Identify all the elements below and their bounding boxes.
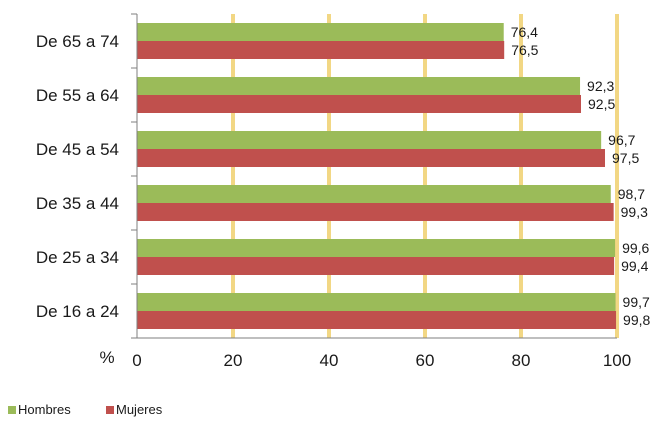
x-tick-label-100: 100 <box>603 351 631 370</box>
value-label-hombres-2: 98,7 <box>618 186 645 202</box>
x-tick-label-20: 20 <box>224 351 243 370</box>
gridline-80 <box>519 14 523 338</box>
category-label-2: De 35 a 44 <box>36 194 119 213</box>
bar-mujeres-3 <box>137 149 605 167</box>
bar-mujeres-5 <box>137 41 505 59</box>
bar-mujeres-2 <box>137 203 614 221</box>
gridline-20 <box>231 14 235 338</box>
legend: Hombres Mujeres <box>8 402 163 417</box>
gridline-40 <box>327 14 331 338</box>
legend-swatch-hombres <box>8 406 16 414</box>
value-label-mujeres-1: 99,4 <box>621 258 648 274</box>
y-axis: De 16 a 24 De 25 a 34 De 35 a 44 De 45 a 54… <box>36 13 138 339</box>
bar-hombres-5 <box>137 23 504 41</box>
bar-mujeres-4 <box>137 95 581 113</box>
value-label-mujeres-4: 92,5 <box>588 96 615 112</box>
bar-hombres-3 <box>137 131 602 149</box>
legend-label-mujeres: Mujeres <box>116 402 163 417</box>
value-labels: 99,7 99,8 99,6 99,4 98,7 99,3 96,7 97,5 92,3 92,5… <box>511 24 651 328</box>
x-axis-unit-label: % <box>99 348 114 367</box>
value-label-hombres-5: 76,4 <box>511 24 538 40</box>
value-label-hombres-1: 99,6 <box>622 240 649 256</box>
value-label-mujeres-2: 99,3 <box>621 204 648 220</box>
x-axis: 0 20 40 60 80 100% <box>99 337 631 370</box>
gridline-60 <box>423 14 427 338</box>
x-tick-label-0: 0 <box>132 351 141 370</box>
value-label-hombres-4: 92,3 <box>587 78 614 94</box>
value-label-mujeres-5: 76,5 <box>511 42 538 58</box>
gridline-100 <box>615 14 619 338</box>
category-label-0: De 16 a 24 <box>36 302 119 321</box>
value-label-hombres-0: 99,7 <box>623 294 650 310</box>
bar-hombres-0 <box>137 293 616 311</box>
x-tick-label-40: 40 <box>320 351 339 370</box>
gridlines <box>231 14 619 338</box>
bar-hombres-2 <box>137 185 611 203</box>
x-tick-label-60: 60 <box>416 351 435 370</box>
legend-label-hombres: Hombres <box>18 402 71 417</box>
bar-mujeres-1 <box>137 257 615 275</box>
value-label-mujeres-3: 97,5 <box>612 150 639 166</box>
category-label-3: De 45 a 54 <box>36 140 119 159</box>
bar-hombres-1 <box>137 239 616 257</box>
bars <box>137 23 617 329</box>
x-tick-label-80: 80 <box>512 351 531 370</box>
category-label-4: De 55 a 64 <box>36 86 119 105</box>
value-label-mujeres-0: 99,8 <box>623 312 650 328</box>
bar-mujeres-0 <box>137 311 617 329</box>
category-label-1: De 25 a 34 <box>36 248 119 267</box>
bar-hombres-4 <box>137 77 581 95</box>
value-label-hombres-3: 96,7 <box>608 132 635 148</box>
category-label-5: De 65 a 74 <box>36 32 119 51</box>
legend-swatch-mujeres <box>106 406 114 414</box>
